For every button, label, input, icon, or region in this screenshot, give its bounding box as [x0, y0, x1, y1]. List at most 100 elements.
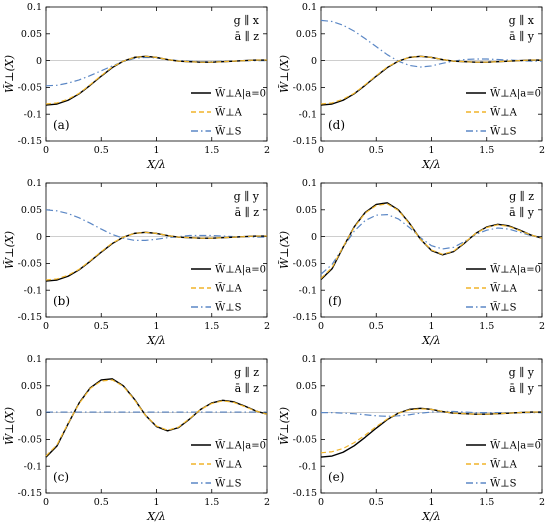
legend-label: W̃⊥A	[490, 459, 518, 471]
legend-label: W̃⊥S	[215, 126, 242, 138]
series-line-S	[45, 209, 267, 241]
y-tick-label: 0.05	[296, 29, 317, 40]
legend-label: W̃⊥A|a=0	[215, 440, 266, 452]
orientation-a: ā ∥ z	[235, 30, 260, 43]
y-tick-label: -0.15	[293, 488, 317, 499]
x-axis-title: X/λ	[146, 510, 166, 523]
x-tick-label: 1.5	[204, 497, 219, 508]
legend-label: W̃⊥A	[215, 283, 243, 295]
x-tick-label: 1	[153, 497, 159, 508]
x-tick-label: 2	[539, 145, 545, 156]
plot-frame	[45, 6, 268, 142]
y-tick-label: -0.1	[299, 285, 317, 296]
plot-frame	[320, 358, 543, 494]
legend-label: W̃⊥S	[490, 126, 517, 138]
panel-tag: (d)	[328, 118, 345, 132]
chart-panel: 0 0.5 1 1.5 2 0.1 0.05 0 -0.05 -0.1 -0.15 X/λ W̃⊥(X)…	[3, 178, 270, 347]
x-tick-label: 0	[318, 321, 324, 332]
x-tick-label: 0	[43, 497, 49, 508]
series-line-S	[320, 214, 543, 275]
x-tick-label: 1.5	[204, 321, 219, 332]
y-axis-title: W̃⊥(X)	[3, 231, 16, 269]
x-tick-label: 1.5	[479, 321, 494, 332]
orientation-a: ā ∥ y	[509, 382, 535, 395]
x-tick-label: 2	[539, 321, 545, 332]
orientation-g: g ∥ x	[234, 14, 260, 27]
legend-label: W̃⊥S	[490, 302, 517, 314]
y-tick-label: 0.1	[302, 354, 317, 365]
x-tick-label: 1.5	[479, 145, 494, 156]
chart-panel: 0 0.5 1 1.5 2 0.1 0.05 0 -0.05 -0.1 -0.15 X/λ W̃⊥(X)…	[278, 2, 545, 171]
x-tick-label: 2	[264, 497, 270, 508]
series-line-A	[45, 231, 267, 281]
y-axis-title: W̃⊥(X)	[3, 407, 16, 445]
y-tick-label: -0.15	[293, 136, 317, 147]
x-tick-label: 0.5	[94, 145, 109, 156]
y-tick-label: -0.1	[24, 109, 42, 120]
x-tick-label: 1	[153, 145, 159, 156]
y-tick-label: 0	[311, 232, 317, 243]
y-tick-label: 0.1	[27, 2, 42, 13]
legend-label: W̃⊥S	[215, 478, 242, 490]
orientation-g: g ∥ x	[509, 14, 535, 27]
x-tick-label: 1	[428, 145, 434, 156]
chart-panel: 0 0.5 1 1.5 2 0.1 0.05 0 -0.05 -0.1 -0.15 X/λ W̃⊥(X)…	[3, 2, 270, 171]
orientation-a: ā ∥ z	[235, 382, 260, 395]
y-tick-label: 0.05	[21, 29, 42, 40]
y-tick-label: -0.1	[24, 461, 42, 472]
x-tick-label: 0	[318, 145, 324, 156]
legend-label: W̃⊥A|a=0	[490, 264, 541, 276]
x-axis-title: X/λ	[421, 334, 441, 347]
y-axis-title: W̃⊥(X)	[278, 231, 291, 269]
x-axis-title: X/λ	[421, 158, 441, 171]
x-tick-label: 2	[539, 497, 545, 508]
y-tick-label: 0	[311, 408, 317, 419]
series-line-A	[320, 55, 542, 105]
y-tick-label: -0.15	[293, 312, 317, 323]
y-tick-label: -0.05	[18, 259, 42, 270]
chart-panel: 0 0.5 1 1.5 2 0.1 0.05 0 -0.05 -0.1 -0.15 X/λ W̃⊥(X)…	[278, 178, 545, 347]
x-tick-label: 1	[428, 497, 434, 508]
x-tick-label: 1	[428, 321, 434, 332]
panel-tag: (b)	[53, 294, 70, 308]
series-line-A	[320, 203, 543, 279]
y-tick-label: 0	[311, 56, 317, 67]
chart-panel: 0 0.5 1 1.5 2 0.1 0.05 0 -0.05 -0.1 -0.15 X/λ W̃⊥(X)…	[278, 354, 545, 523]
y-tick-label: 0.1	[27, 354, 42, 365]
y-tick-label: -0.05	[18, 435, 42, 446]
legend-label: W̃⊥A	[490, 107, 518, 119]
panel-tag: (e)	[328, 470, 344, 484]
orientation-a: ā ∥ y	[509, 30, 535, 43]
y-tick-label: -0.05	[18, 83, 42, 94]
y-tick-label: -0.05	[293, 435, 317, 446]
orientation-g: g ∥ z	[509, 190, 534, 203]
y-axis-title: W̃⊥(X)	[278, 55, 291, 93]
legend-label: W̃⊥S	[215, 302, 242, 314]
y-tick-label: -0.1	[24, 285, 42, 296]
y-tick-label: -0.1	[299, 109, 317, 120]
x-tick-label: 1.5	[204, 145, 219, 156]
chart-panel: 0 0.5 1 1.5 2 0.1 0.05 0 -0.05 -0.1 -0.15 X/λ W̃⊥(X)…	[3, 354, 270, 523]
orientation-a: ā ∥ z	[235, 206, 260, 219]
legend-label: W̃⊥A|a=0	[490, 440, 541, 452]
panel-tag: (a)	[53, 118, 70, 132]
legend-label: W̃⊥A|a=0	[215, 264, 266, 276]
y-tick-label: 0	[36, 232, 42, 243]
series-line-A	[45, 379, 268, 457]
y-tick-label: -0.15	[18, 488, 42, 499]
x-tick-label: 0.5	[369, 497, 384, 508]
x-tick-label: 0.5	[94, 321, 109, 332]
y-tick-label: 0.05	[296, 381, 317, 392]
orientation-g: g ∥ y	[234, 190, 260, 203]
series-line-A	[45, 55, 267, 105]
panel-tag: (c)	[53, 470, 69, 484]
x-tick-label: 0.5	[369, 321, 384, 332]
plot-frame	[45, 182, 268, 318]
panel-tag: (f)	[328, 294, 342, 308]
x-tick-label: 0.5	[369, 145, 384, 156]
orientation-g: g ∥ z	[234, 366, 259, 379]
y-tick-label: 0.1	[302, 178, 317, 189]
y-tick-label: -0.15	[18, 312, 42, 323]
x-tick-label: 2	[264, 321, 270, 332]
